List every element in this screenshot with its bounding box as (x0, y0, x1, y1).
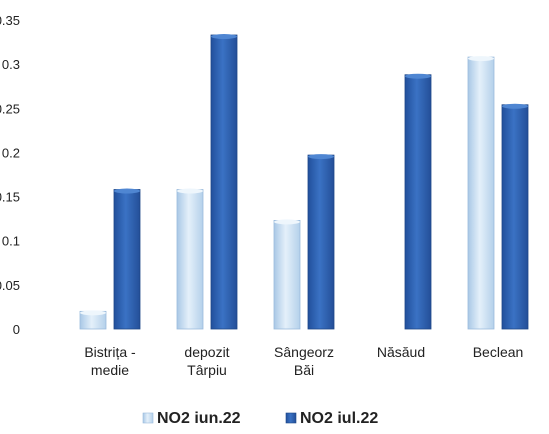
bar-iul-4 (501, 104, 529, 330)
y-tick-label: 0.2 (2, 145, 20, 160)
bar-cap (177, 188, 203, 194)
y-tick-label: 0.05 (0, 278, 20, 293)
bar-cap (274, 219, 300, 225)
bar-cap (211, 34, 237, 40)
x-tick-label: Băi (294, 362, 314, 378)
x-axis: Bistrița - medie depozit Târpiu Sângeorz Băi N… (84, 344, 523, 378)
y-tick-label: 0 (13, 322, 20, 337)
bar-cap (80, 310, 106, 316)
bar-iul-2 (307, 154, 335, 330)
y-tick-label: 0.25 (0, 101, 20, 116)
bar-iul-1 (210, 34, 238, 330)
bar-cap (502, 103, 528, 109)
y-tick-label: 0.35 (0, 13, 20, 28)
legend-label: NO2 iul.22 (300, 410, 378, 427)
bar-series (79, 34, 529, 330)
x-tick-label: Sângeorz (274, 344, 334, 360)
bar-cap (468, 56, 494, 62)
x-tick-label: Beclean (473, 344, 524, 360)
bar-cap (308, 154, 334, 160)
bar-iul-3 (404, 74, 432, 330)
x-tick-label: medie (91, 362, 129, 378)
legend: NO2 iun.22 NO2 iul.22 (142, 410, 378, 427)
legend-label: NO2 iun.22 (157, 410, 241, 427)
bar-iun-2 (273, 220, 301, 330)
legend-swatch (142, 412, 154, 424)
bar-iun-1 (176, 189, 204, 330)
bar-cap (114, 188, 140, 194)
y-axis: 0 0.05 0.1 0.15 0.2 0.25 0.3 0.35 (0, 13, 20, 337)
y-tick-label: 0.1 (2, 234, 20, 249)
bar-iul-0 (113, 189, 141, 330)
bar-cap (405, 73, 431, 79)
x-tick-label: Năsăud (377, 344, 425, 360)
y-tick-label: 0.3 (2, 57, 20, 72)
y-tick-label: 0.15 (0, 190, 20, 205)
legend-swatch (285, 412, 297, 424)
x-tick-label: Bistrița - (84, 344, 136, 360)
x-tick-label: depozit (184, 344, 229, 360)
bar-iun-4 (467, 56, 495, 330)
x-tick-label: Târpiu (187, 362, 227, 378)
